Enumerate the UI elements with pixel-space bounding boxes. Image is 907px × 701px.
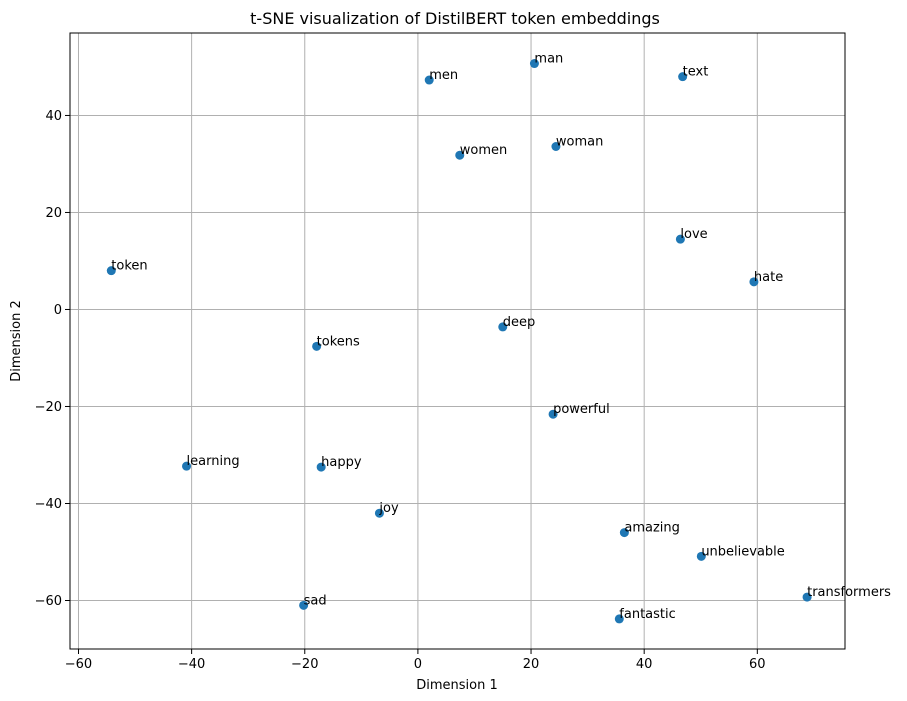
scatter-point-happy [316,462,326,472]
point-label-women: women [460,143,508,158]
y-tick-label: −20 [35,400,62,415]
scatter-point-amazing [619,528,629,538]
point-label-love: love [680,227,707,242]
y-tick-label: 40 [45,109,62,124]
scatter-point-men [424,75,434,85]
scatter-point-woman [551,141,561,151]
axis-ticks: −60 −40 −20 0 20 40 60 −60 −40 −20 0 20 40 [35,109,766,672]
point-label-fantastic: fantastic [619,607,675,622]
scatter-point-fantastic [614,614,624,624]
data-points [106,59,812,624]
point-label-powerful: powerful [553,402,610,417]
point-label-man: man [534,52,563,67]
x-tick-label: −40 [178,657,205,672]
x-tick-label: −60 [65,657,92,672]
scatter-point-text [678,72,688,82]
point-label-tokens: tokens [317,334,360,349]
point-label-hate: hate [754,270,783,285]
scatter-point-learning [182,461,192,471]
point-label-joy: joy [378,501,399,516]
scatter-point-tokens [312,341,322,351]
scatter-point-sad [299,600,309,610]
scatter-point-love [675,234,685,244]
point-label-deep: deep [503,315,536,330]
scatter-point-deep [498,322,508,332]
point-label-happy: happy [321,455,362,470]
chart-title: t-SNE visualization of DistilBERT token … [250,9,660,28]
y-tick-label: −40 [35,497,62,512]
x-tick-label: −20 [291,657,318,672]
scatter-point-man [529,59,539,69]
point-label-amazing: amazing [624,521,680,536]
x-tick-label: 40 [636,657,653,672]
point-label-sad: sad [304,593,327,608]
scatter-point-hate [749,277,759,287]
grid [70,33,845,649]
y-tick-label: 20 [45,206,62,221]
point-label-unbelievable: unbelievable [701,544,784,559]
data-point-labels: man men text women woman love hate token deep tok… [111,52,891,622]
x-axis-label: Dimension 1 [416,678,498,693]
point-label-text: text [683,65,709,80]
x-tick-label: 0 [414,657,422,672]
point-label-transformers: transformers [807,585,891,600]
scatter-point-token [106,266,116,276]
scatter-point-unbelievable [696,551,706,561]
y-tick-label: 0 [54,303,62,318]
scatter-point-women [455,150,465,160]
scatter-point-powerful [548,409,558,419]
y-tick-label: −60 [35,594,62,609]
point-label-token: token [111,259,147,274]
point-label-learning: learning [187,454,240,469]
y-axis-label: Dimension 2 [9,300,24,382]
scatter-point-transformers [802,592,812,602]
scatter-point-joy [374,508,384,518]
plot-area-frame [69,32,846,650]
point-label-woman: woman [556,134,603,149]
x-tick-label: 20 [523,657,540,672]
point-label-men: men [429,68,458,83]
x-tick-label: 60 [749,657,766,672]
